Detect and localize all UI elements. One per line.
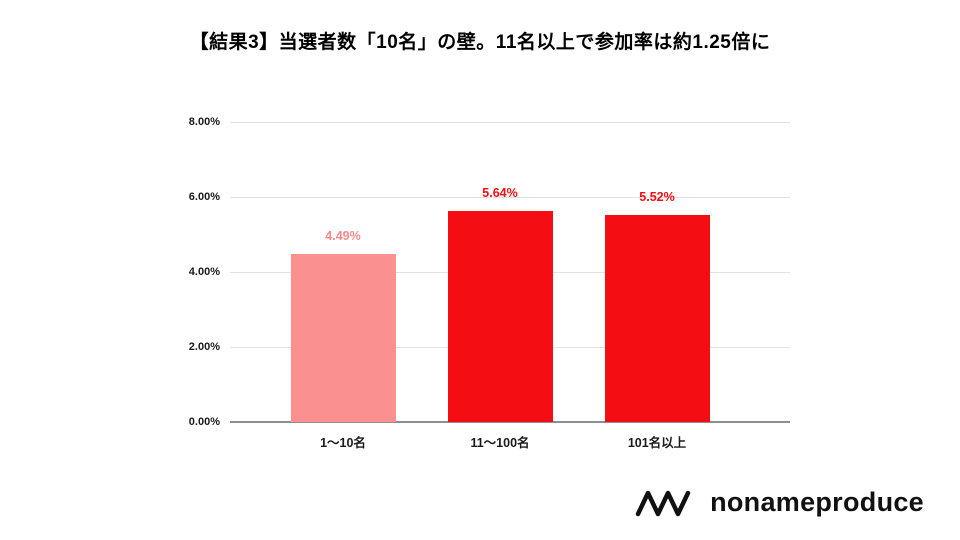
bar <box>290 253 396 422</box>
x-axis-label: 1〜10名 <box>320 436 366 450</box>
x-axis-label: 101名以上 <box>627 436 687 450</box>
x-axis-line <box>230 421 790 423</box>
logo-text: nonameproduce <box>710 487 924 517</box>
y-axis-tick: 6.00% <box>188 191 220 203</box>
y-axis-tick: 4.00% <box>188 266 220 278</box>
bar-chart: 0.00% 2.00% 4.00% 6.00% 8.00% 4.49% 1〜10名 5.64%… <box>189 116 790 450</box>
bar-value-label: 4.49% <box>325 228 361 243</box>
y-axis-tick: 0.00% <box>188 416 220 428</box>
x-axis-label: 11〜100名 <box>470 436 530 450</box>
logo-zigzag-icon <box>635 490 691 516</box>
bar-value-label: 5.52% <box>639 190 675 204</box>
y-axis-tick: 2.00% <box>188 341 220 353</box>
bar <box>447 210 553 422</box>
y-axis-tick: 8.00% <box>188 116 220 128</box>
bar-value-label: 5.64% <box>482 185 518 200</box>
page-title: 【結果3】当選者数「10名」の壁。11名以上で参加率は約1.25倍に <box>189 32 771 53</box>
bar <box>604 215 710 422</box>
gridline <box>230 122 790 123</box>
gridline <box>230 197 790 198</box>
logo: nonameproduce <box>634 487 924 518</box>
